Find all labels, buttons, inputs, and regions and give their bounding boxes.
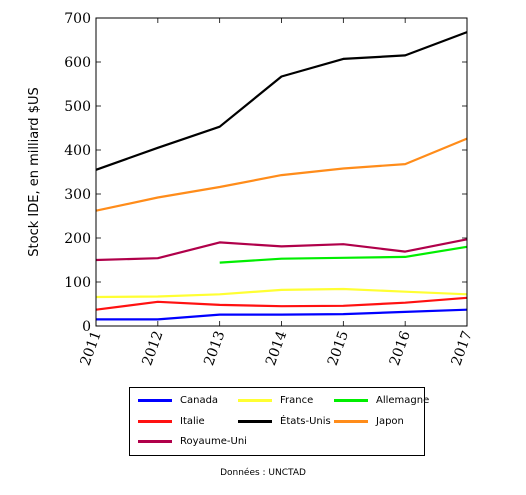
legend: Canada France Allemagne Italie États-Unis Jap…	[129, 387, 429, 456]
y-tick-label: 100	[64, 275, 91, 291]
x-tick-label: 2016	[387, 329, 414, 368]
series-line-0	[96, 308, 468, 321]
legend-swatch	[334, 398, 368, 402]
legend-item: États-Unis	[238, 414, 331, 428]
y-tick-label: 600	[64, 55, 91, 71]
legend-item: Royaume-Uni	[138, 434, 247, 448]
series-line-5	[95, 137, 468, 212]
y-tick-label: 0	[82, 319, 91, 335]
x-tick-label: 2012	[139, 329, 166, 368]
y-tick-label: 400	[64, 143, 91, 159]
series-line-2	[219, 245, 468, 264]
legend-swatch	[238, 398, 272, 402]
legend-swatch	[238, 419, 272, 423]
legend-item: Canada	[138, 393, 218, 407]
x-tick-label: 2013	[201, 329, 228, 368]
legend-item: Japon	[334, 414, 404, 428]
legend-item: Allemagne	[334, 393, 429, 407]
legend-swatch	[138, 439, 172, 443]
series-line-4	[95, 31, 468, 171]
legend-label: France	[280, 394, 314, 406]
legend-item: Italie	[138, 414, 205, 428]
y-tick-label: 200	[64, 231, 91, 247]
y-tick-label: 700	[64, 11, 91, 27]
x-tick-label: 2014	[263, 329, 290, 368]
legend-label: Japon	[376, 415, 404, 427]
legend-label: Allemagne	[376, 394, 430, 406]
series-line-3	[95, 296, 468, 311]
y-tick-label: 500	[64, 99, 91, 115]
legend-label: Italie	[180, 415, 205, 427]
legend-label: Royaume-Uni	[180, 435, 247, 447]
x-tick-label: 2015	[325, 329, 352, 368]
legend-item: France	[238, 393, 313, 407]
legend-swatch	[334, 419, 368, 423]
series-line-6	[95, 238, 468, 262]
legend-label: États-Unis	[280, 415, 331, 427]
legend-label: Canada	[180, 394, 219, 406]
legend-swatch	[138, 419, 172, 423]
plot-area-frame	[95, 17, 468, 327]
series-line-1	[95, 287, 468, 299]
series-lines	[95, 31, 468, 321]
y-axis-label: Stock IDE, en milliard $US	[27, 87, 42, 256]
source-note: Données : UNCTAD	[220, 468, 306, 478]
y-tick-label: 300	[64, 187, 91, 203]
x-tick-label: 2017	[449, 329, 476, 368]
legend-swatch	[138, 398, 172, 402]
y-axis-ticks: 0 100 200 300 400 500 600 700	[64, 11, 467, 335]
